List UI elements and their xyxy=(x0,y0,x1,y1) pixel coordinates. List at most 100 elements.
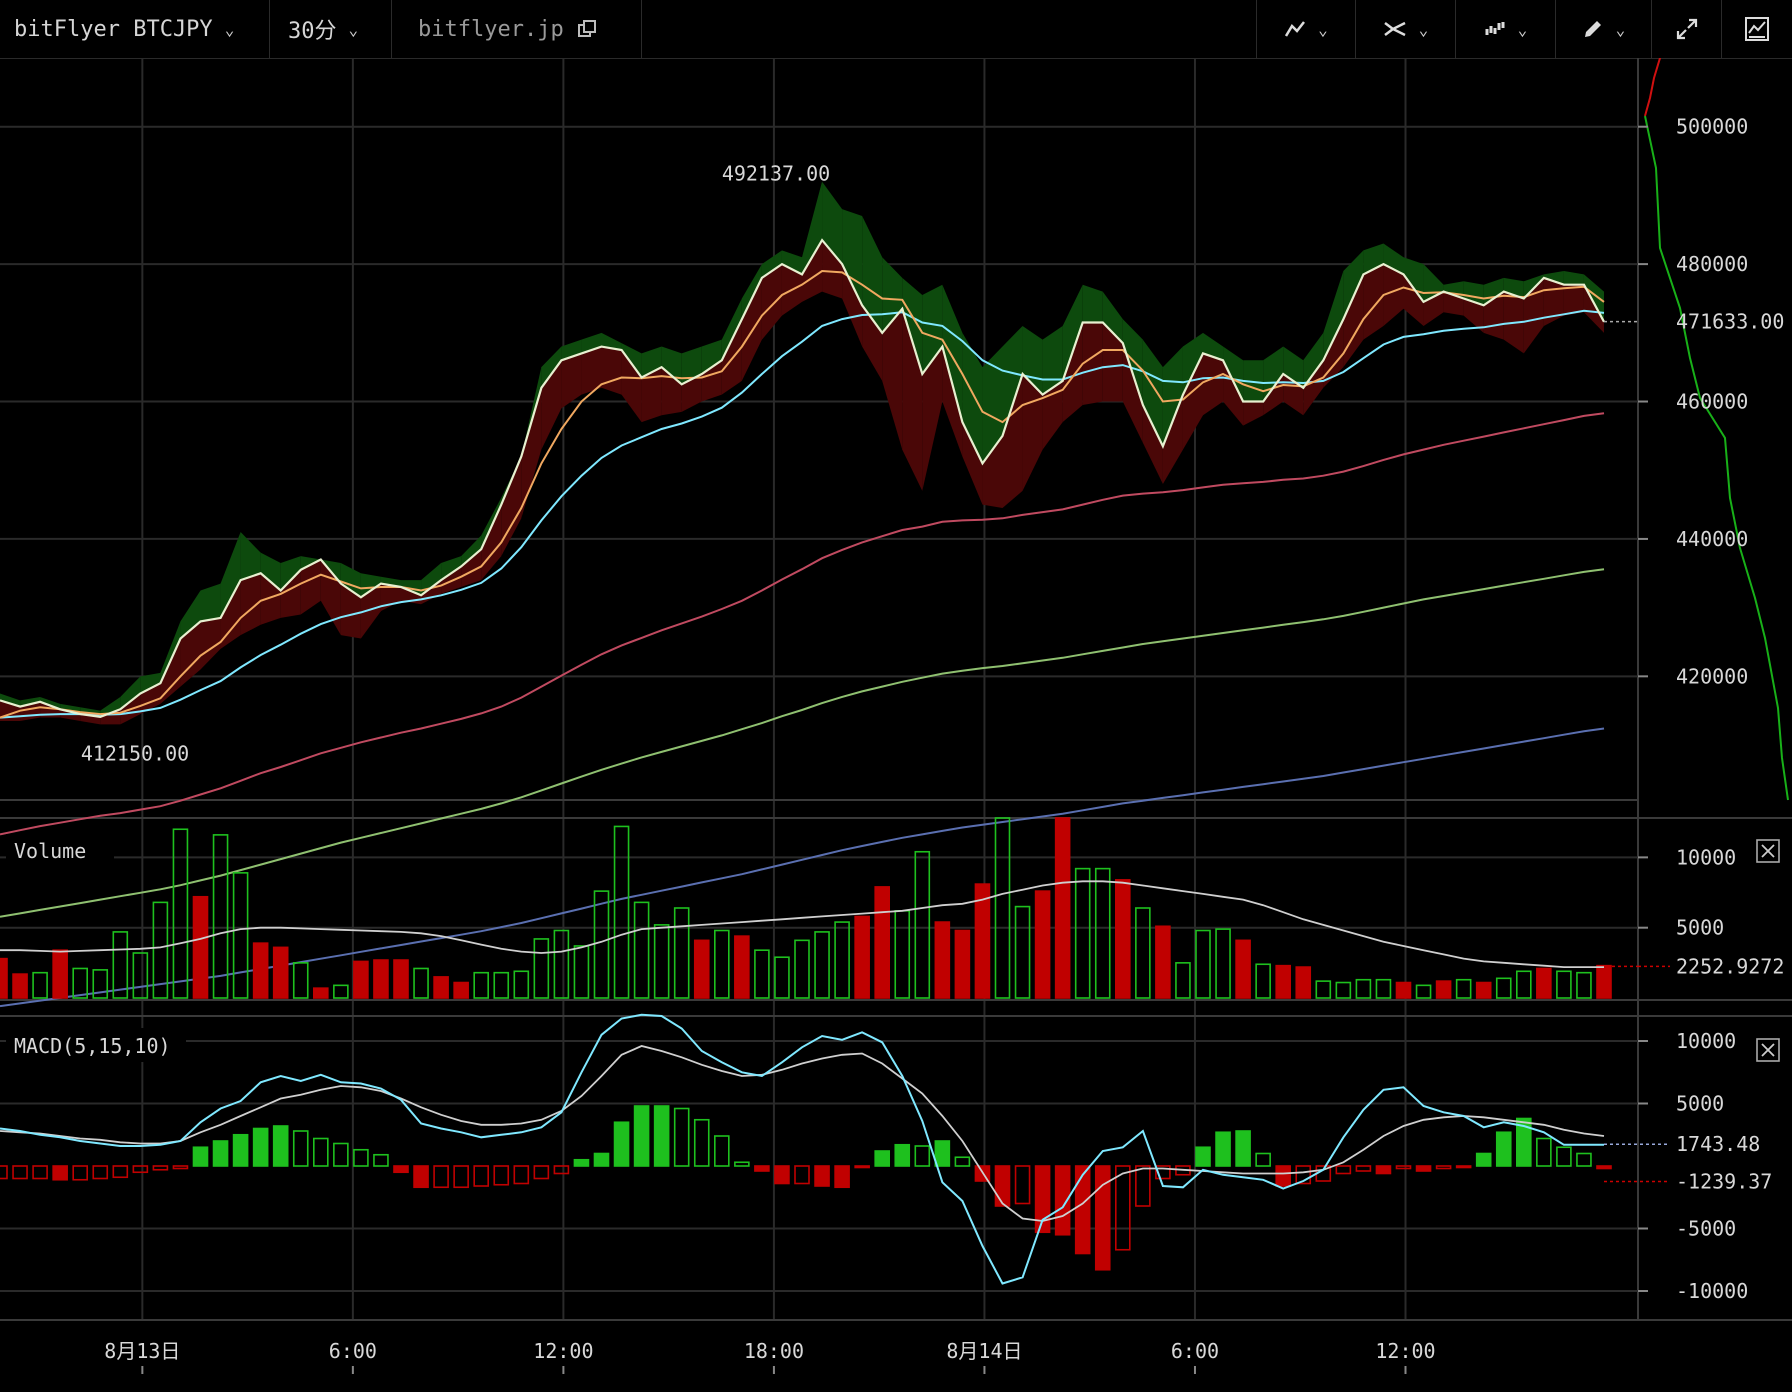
cloud-upper-segment xyxy=(280,556,301,591)
volume-bar xyxy=(1435,980,1452,999)
cloud-upper-segment xyxy=(340,562,361,598)
cloud-upper-segment xyxy=(541,346,562,388)
cloud-upper-segment xyxy=(1583,274,1604,322)
cloud-upper-segment xyxy=(1383,243,1404,275)
cloud-upper-segment xyxy=(380,576,401,588)
cloud-upper-segment xyxy=(461,535,482,567)
axes: 8月13日 6:00 12:00 18:00 8月14日 6:00 12:00 420000 4… xyxy=(104,115,1784,1374)
cloud-upper-segment xyxy=(200,583,221,622)
pencil-icon xyxy=(1582,18,1604,40)
chevron-down-icon: ⌄ xyxy=(1517,19,1528,39)
cloud-upper-segment xyxy=(741,264,762,320)
interval-selector[interactable]: 30分 ⌄ xyxy=(270,0,392,58)
macd-histogram-bar xyxy=(1014,1165,1031,1205)
macd-title: MACD(5,15,10) xyxy=(14,1034,171,1058)
volume-bar xyxy=(1335,981,1352,999)
macd-histogram-bar xyxy=(1475,1152,1492,1167)
macd-histogram-bar xyxy=(393,1165,409,1174)
cloud-upper-segment xyxy=(1062,284,1083,381)
cloud-upper-segment xyxy=(100,696,121,717)
volume-bar xyxy=(1195,929,1211,999)
volume-bar xyxy=(413,967,429,999)
cloud-upper-segment xyxy=(1223,346,1244,402)
close-volume-icon[interactable] xyxy=(1756,839,1780,863)
macd-histogram-bar xyxy=(1295,1165,1312,1185)
volume-bar xyxy=(353,960,369,999)
cloud-upper-segment xyxy=(1303,332,1324,388)
fullscreen-button[interactable] xyxy=(1652,0,1722,58)
cloud-lower-segment xyxy=(60,709,81,721)
price-line xyxy=(0,238,1605,719)
cloud-upper-segment xyxy=(902,277,923,375)
cloud-lower-segment xyxy=(1483,291,1504,340)
macd-histogram-bar xyxy=(12,1165,28,1180)
symbol-selector[interactable]: bitFlyer BTCJPY ⌄ xyxy=(0,0,270,58)
macd-histogram-bar xyxy=(734,1161,750,1167)
cloud-lower-segment xyxy=(601,346,622,395)
volume-bar xyxy=(1155,925,1171,999)
cloud-upper-segment xyxy=(802,181,823,275)
volume-bar xyxy=(1235,939,1251,999)
cloud-upper-segment xyxy=(701,339,722,375)
cloud-lower-segment xyxy=(1383,264,1404,326)
macd-histogram-bar xyxy=(132,1165,149,1174)
macd-histogram-bar xyxy=(152,1165,169,1171)
cloud-upper-segment xyxy=(240,532,261,581)
close-box xyxy=(1756,1038,1780,1062)
cloud-lower-segment xyxy=(882,308,903,450)
macd-histogram-bar xyxy=(834,1165,850,1189)
cloud-upper-segment xyxy=(1082,284,1103,323)
close-box xyxy=(1756,839,1780,863)
macd-tick-label: 5000 xyxy=(1676,1092,1724,1116)
price-tick-label: 480000 xyxy=(1676,252,1748,276)
axis-area xyxy=(1639,58,1792,1320)
macd-histogram-bar xyxy=(693,1118,710,1167)
volume-bar xyxy=(1596,964,1612,999)
cloud-upper-segment xyxy=(1102,291,1123,344)
indicator-button[interactable] xyxy=(1722,0,1792,58)
site-label: bitflyer.jp xyxy=(418,16,564,42)
drawing-tools-button[interactable]: ⌄ xyxy=(1556,0,1652,58)
close-cross xyxy=(1761,844,1775,858)
symbol-label: bitFlyer BTCJPY xyxy=(14,16,213,42)
macd-histogram-bar xyxy=(874,1150,891,1167)
line-chart-button[interactable]: ⌄ xyxy=(1256,0,1356,58)
cloud-upper-segment xyxy=(120,676,141,710)
macd-histogram-bar xyxy=(232,1133,249,1167)
site-link[interactable]: bitflyer.jp xyxy=(392,0,642,58)
macd-histogram-bar xyxy=(1415,1165,1432,1172)
macd-histogram-bar xyxy=(814,1165,830,1187)
volume-bar xyxy=(252,942,269,999)
x-tick-label: 6:00 xyxy=(1171,1339,1219,1363)
cloud-lower-segment xyxy=(902,308,923,491)
macd-histogram-bar xyxy=(914,1145,931,1167)
compare-button[interactable]: ⌄ xyxy=(1356,0,1456,58)
interval-label: 30分 xyxy=(288,19,337,44)
volume-bar xyxy=(1074,867,1091,999)
chart-type-button[interactable]: ⌄ xyxy=(1456,0,1556,58)
volume-bar xyxy=(1115,879,1131,999)
chart-toolbar: bitFlyer BTCJPY ⌄ 30分 ⌄ bitflyer.jp ⌄ ⌄ … xyxy=(0,0,1792,59)
macd-histogram-bar xyxy=(32,1165,48,1180)
volume-bar xyxy=(1094,867,1111,999)
volume-bar xyxy=(1315,980,1332,999)
close-macd-icon[interactable] xyxy=(1756,1038,1780,1062)
cloud-upper-segment xyxy=(1263,346,1284,402)
volume-bar xyxy=(52,949,68,999)
macd-histogram-bar xyxy=(112,1165,129,1179)
volume-bar xyxy=(794,939,810,999)
chevron-down-icon: ⌄ xyxy=(224,19,235,39)
macd-pane: MACD(5,15,10) xyxy=(0,1013,1780,1285)
volume-bar xyxy=(573,945,590,999)
ema-mid-line xyxy=(0,309,1605,719)
macd-histogram-bar xyxy=(954,1156,971,1167)
external-link-icon xyxy=(577,20,596,38)
cloud-lower-segment xyxy=(1303,360,1324,416)
cloud-lower-segment xyxy=(1062,322,1083,423)
volume-bar xyxy=(774,956,790,999)
volume-bar xyxy=(1275,964,1291,999)
volume-bar xyxy=(12,973,28,999)
macd-histogram-bar xyxy=(333,1142,349,1167)
cloud-lower-segment xyxy=(220,580,241,649)
